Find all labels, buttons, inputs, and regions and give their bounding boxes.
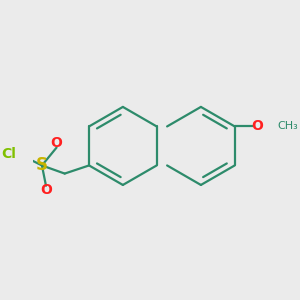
- Text: O: O: [40, 183, 52, 197]
- Text: CH₃: CH₃: [278, 122, 298, 131]
- Text: Cl: Cl: [1, 147, 16, 161]
- Text: S: S: [36, 156, 48, 174]
- Text: O: O: [251, 119, 263, 134]
- Text: O: O: [51, 136, 62, 151]
